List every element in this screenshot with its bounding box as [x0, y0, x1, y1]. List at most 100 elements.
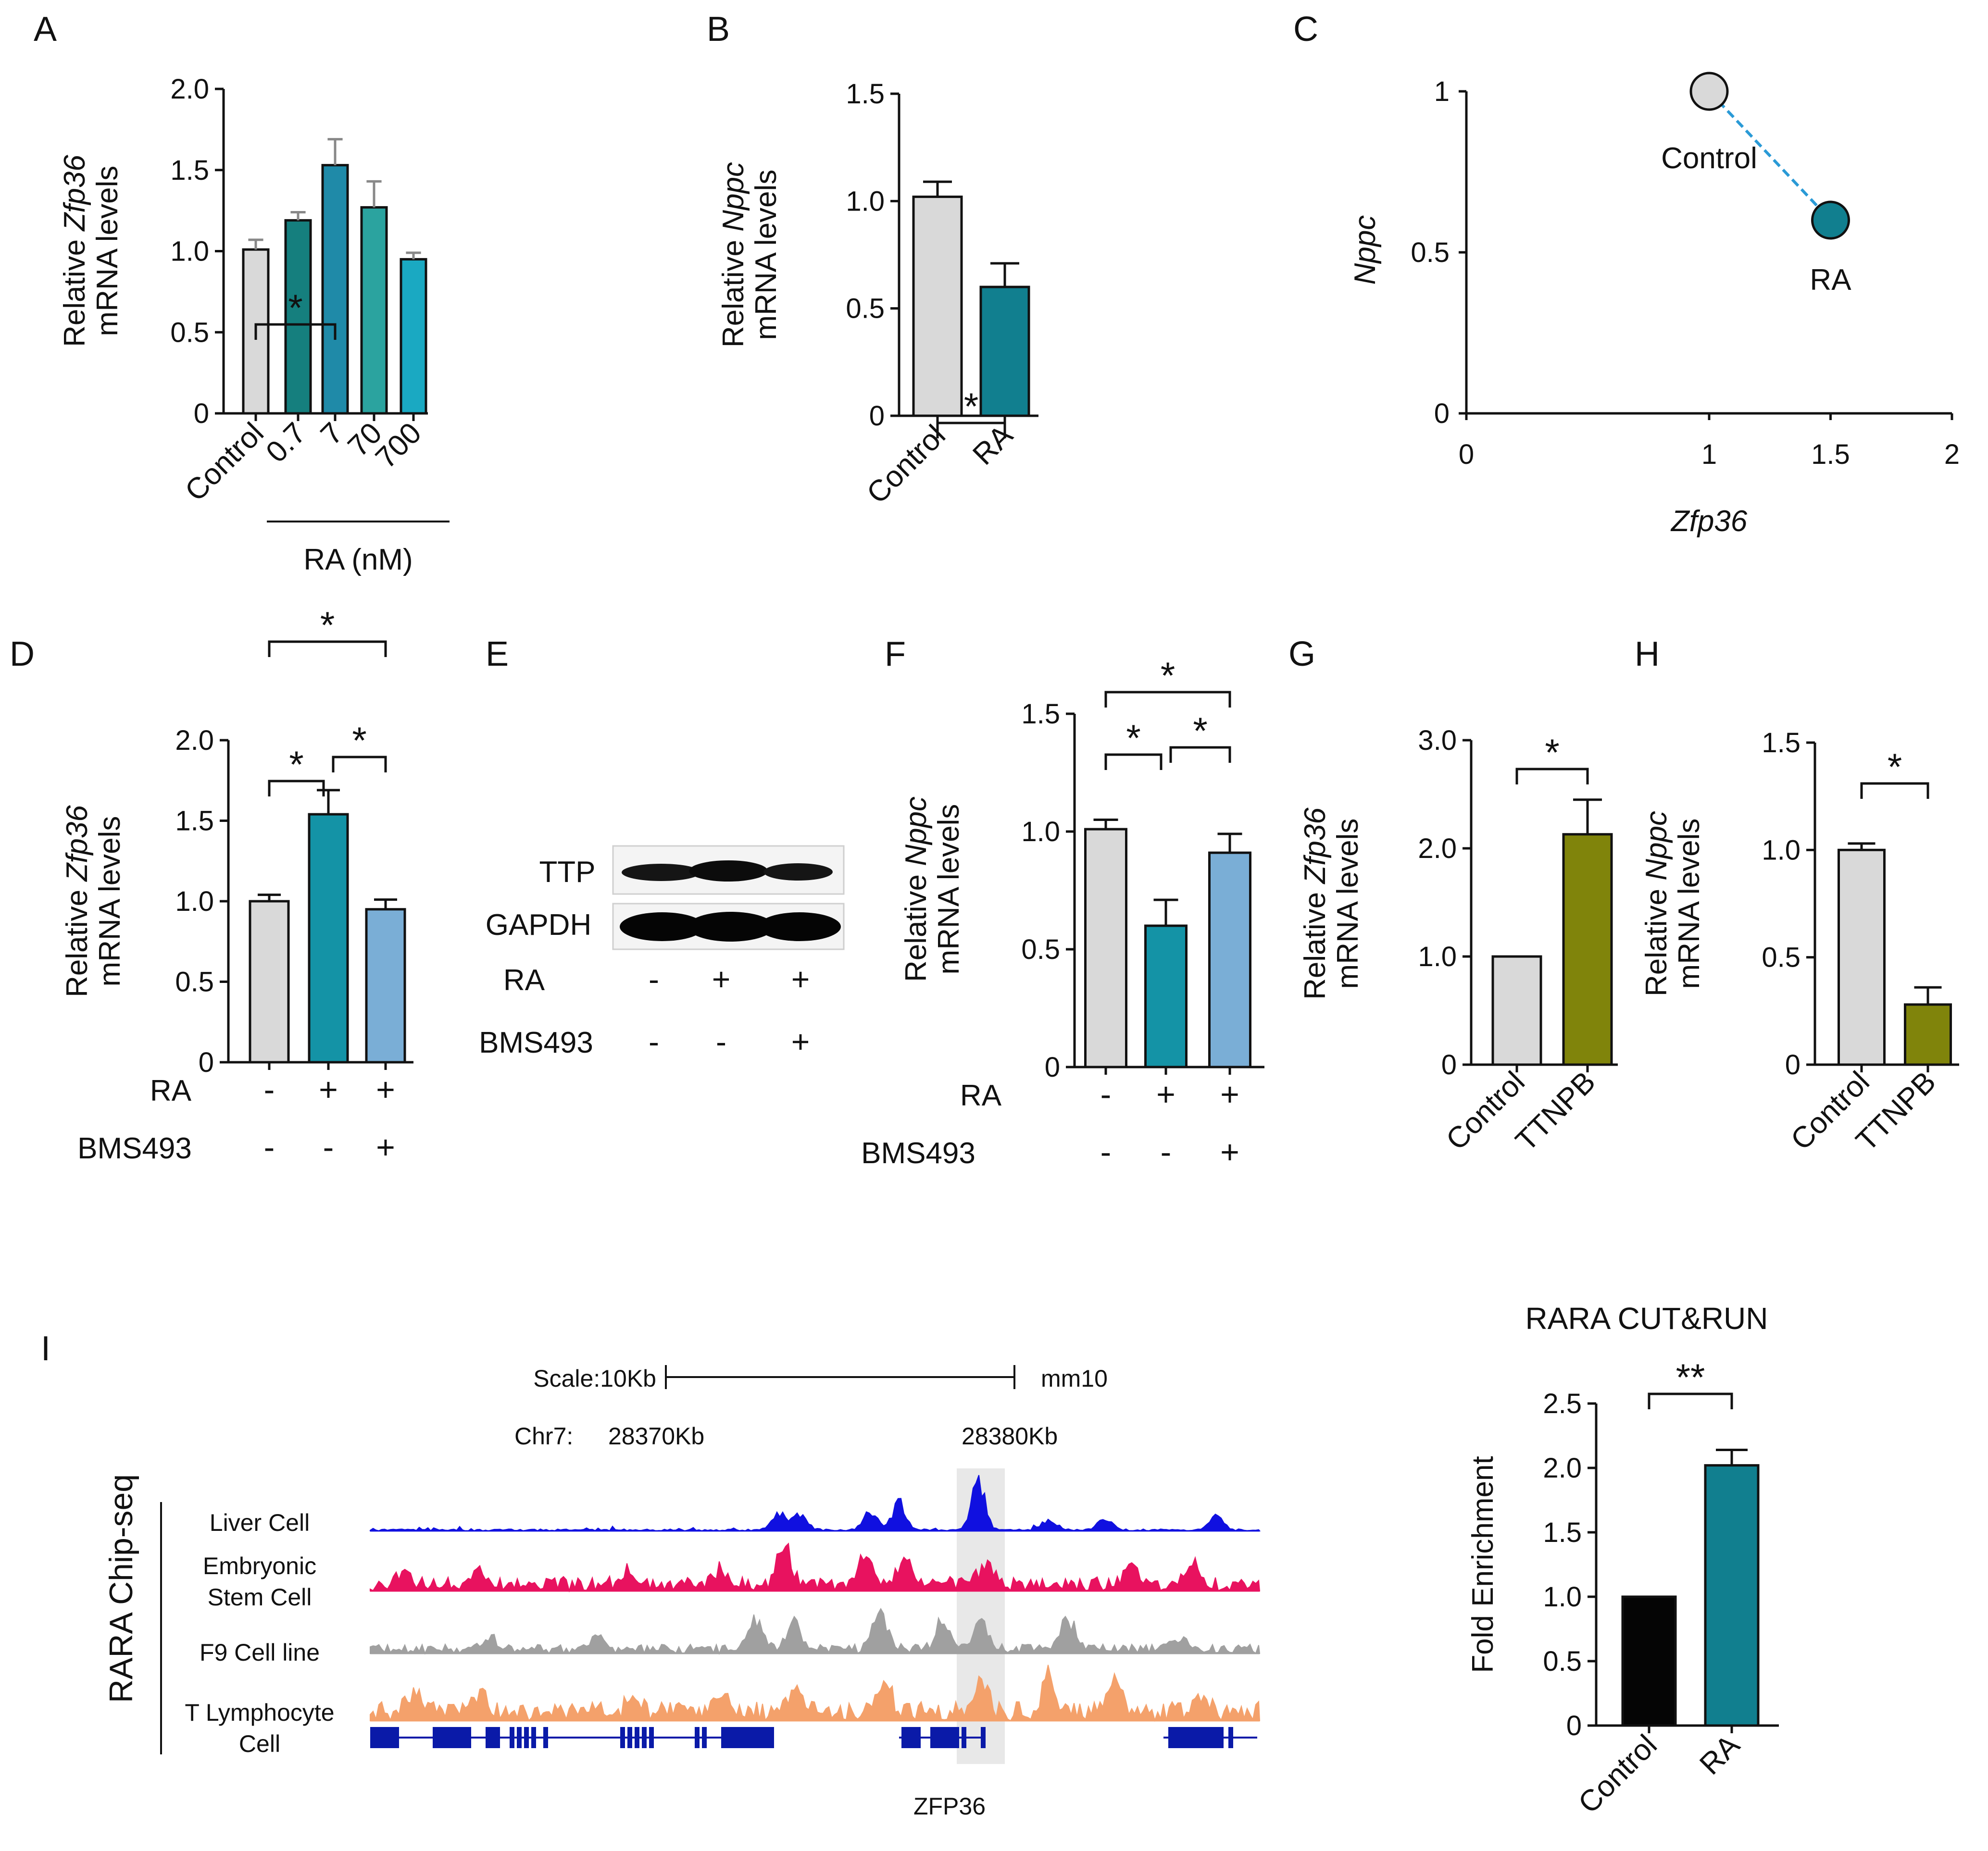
y-tick-label: 0.5	[846, 293, 885, 324]
y-tick-label: 0.5	[1411, 237, 1450, 268]
track-label-f9: F9 Cell line	[200, 1639, 320, 1666]
significance-label: *	[1126, 717, 1140, 759]
panel-letter-F: F	[885, 635, 906, 673]
significance-bracket	[1169, 746, 1231, 763]
significance-bracket	[332, 756, 387, 772]
significance-bracket	[1648, 1392, 1733, 1409]
treatment-sign: +	[1156, 1076, 1175, 1113]
bar	[1208, 851, 1251, 1068]
genome-assembly-label: mm10	[1041, 1365, 1108, 1392]
significance-label: *	[1545, 731, 1559, 773]
treatment-label: BMS493	[77, 1132, 192, 1165]
genome-side-label: RARA Chip-seq	[103, 1474, 139, 1703]
scatter-point	[1811, 200, 1850, 240]
y-tick-label: 1	[1434, 76, 1450, 107]
treatment-sign: -	[323, 1129, 334, 1166]
y-axis-label: mRNA levels	[1673, 819, 1706, 989]
gene-exon	[627, 1727, 632, 1748]
significance-bracket	[268, 780, 325, 796]
y-tick-label: 0	[1785, 1049, 1800, 1081]
treatment-label: BMS493	[861, 1137, 975, 1170]
panel-F-chart: 0 0.5 1.0 1.5 Relative Nppc mRNA levels RA - + + B…	[861, 654, 1264, 1170]
blot-row-label-ttp: TTP	[539, 856, 595, 889]
treatment-sign: +	[319, 1071, 338, 1108]
gene-exon	[531, 1727, 536, 1748]
gene-exon	[981, 1727, 986, 1748]
y-tick-label: 1.5	[1021, 698, 1060, 730]
treatment-sign: +	[1220, 1076, 1239, 1113]
blot-ttp-band-2	[689, 860, 768, 882]
y-tick-label: 1.0	[846, 186, 885, 217]
treatment-label: RA	[960, 1079, 1002, 1112]
y-axis-label: Relative Zfp36	[61, 805, 94, 997]
panel-D-chart: 0 0.5 1.0 1.5 2.0 Relative Zfp36 mRNA levels RA…	[61, 604, 413, 1166]
significance-label: *	[964, 385, 978, 427]
y-axis-label: mRNA levels	[93, 816, 126, 987]
y-tick-label: 2.0	[175, 725, 214, 756]
group-label: RA (nM)	[303, 543, 413, 576]
gene-exon	[721, 1727, 774, 1748]
x-tick-label: 1.5	[1811, 439, 1850, 470]
bar	[1838, 848, 1886, 1066]
gene-exon	[649, 1727, 654, 1748]
treatment-label: RA	[150, 1074, 192, 1107]
y-axis-label: Relative Nppc	[717, 162, 750, 348]
bar	[400, 258, 427, 415]
bar	[1084, 828, 1127, 1068]
treatment-sign: +	[1220, 1134, 1239, 1170]
point-label: RA	[1810, 263, 1851, 297]
blot-sign: +	[791, 961, 810, 997]
treatment-sign: -	[264, 1071, 275, 1108]
y-tick-label: 1.5	[1762, 727, 1800, 758]
y-axis-label: mRNA levels	[91, 166, 124, 336]
chipseq-track-signal	[370, 1542, 1261, 1593]
gene-exon	[524, 1727, 529, 1748]
genome-scale-label: Scale:10Kb	[533, 1365, 656, 1392]
x-tick-label: 700	[369, 416, 428, 475]
gene-label-zfp36: ZFP36	[913, 1793, 986, 1820]
y-tick-label: 2.0	[1543, 1453, 1582, 1484]
panel-letter-H: H	[1635, 635, 1660, 673]
bar	[321, 164, 349, 415]
gene-model	[370, 1727, 1257, 1748]
significance-bracket	[1860, 782, 1929, 799]
connector-line	[1708, 90, 1832, 222]
gene-exon	[486, 1727, 500, 1748]
y-tick-label: 1.5	[846, 78, 885, 110]
gene-exon	[517, 1727, 522, 1748]
treatment-sign: -	[264, 1129, 275, 1166]
chipseq-track-signal	[370, 1665, 1261, 1722]
bar	[1562, 833, 1613, 1066]
panel-letter-E: E	[486, 635, 509, 673]
scatter-point	[1689, 72, 1729, 111]
y-axis-label: Relative Nppc	[1640, 811, 1673, 996]
y-tick-label: 0.5	[175, 967, 214, 998]
x-tick-label: 1	[1701, 439, 1717, 470]
significance-bracket	[936, 422, 1006, 438]
y-axis-label: mRNA levels	[1331, 819, 1364, 989]
track-label-embryonic-1: Embryonic	[203, 1553, 316, 1579]
panel-I-genome-browser: Scale:10Kb mm10 Chr7: 28370Kb 28380Kb RA…	[103, 1365, 1261, 1820]
blot-gapdh-band-2	[688, 912, 774, 942]
x-tick-label: 7	[314, 416, 350, 451]
y-tick-label: 1.0	[170, 236, 209, 267]
gene-exon	[962, 1727, 966, 1748]
significance-label: *	[320, 604, 335, 646]
bar	[1491, 955, 1542, 1066]
significance-label: *	[1888, 745, 1902, 788]
significance-label: *	[288, 286, 302, 329]
panel-letter-B: B	[707, 10, 730, 49]
chipseq-track-signal	[370, 1475, 1261, 1532]
gene-exon	[642, 1727, 647, 1748]
y-axis-label: mRNA levels	[932, 804, 965, 975]
bar	[1144, 924, 1188, 1068]
genome-chrom-label: Chr7:	[514, 1423, 573, 1450]
y-tick-label: 0.5	[1543, 1646, 1582, 1677]
gene-exon	[1228, 1727, 1233, 1748]
y-tick-label: 0	[1045, 1052, 1060, 1083]
y-tick-label: 2.0	[170, 74, 209, 105]
